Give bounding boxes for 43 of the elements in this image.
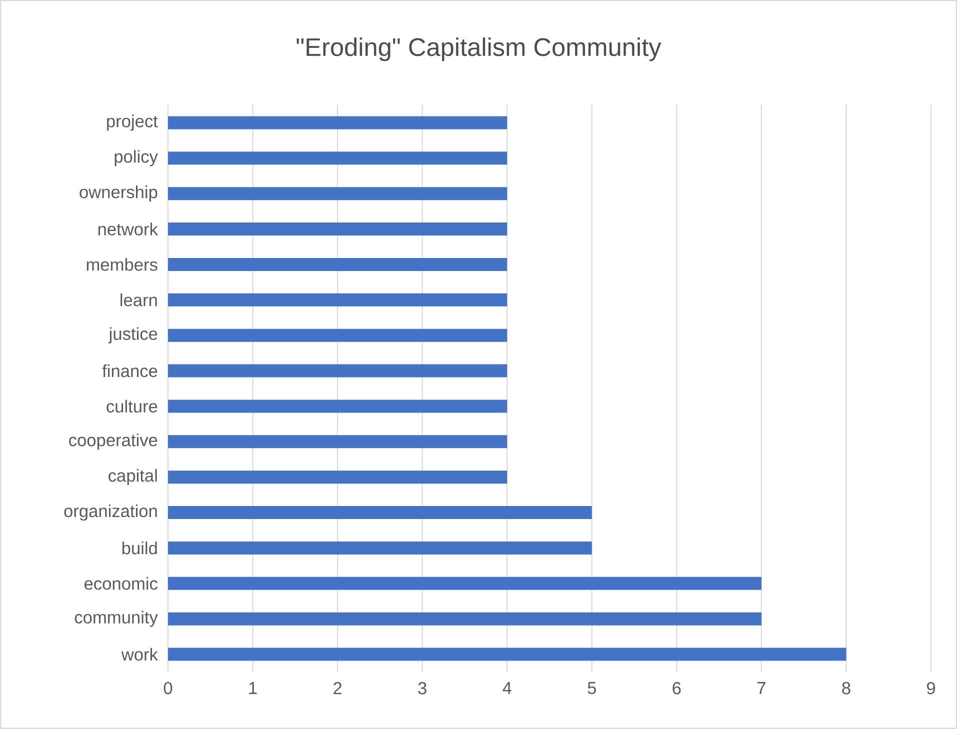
y-tick-label: culture: [106, 400, 158, 413]
bar: [168, 328, 508, 342]
y-tick-label: capital: [108, 469, 157, 486]
bar: [168, 222, 508, 236]
x-tick-label: 4: [502, 682, 512, 694]
bar: [168, 152, 508, 165]
y-tick-label: ownership: [80, 186, 158, 202]
y-tick-label: community: [74, 610, 158, 627]
y-tick-label: cooperative: [69, 434, 158, 450]
bar: [168, 435, 508, 448]
bar: [168, 187, 508, 200]
bar: [168, 364, 508, 378]
x-tick-label: 2: [334, 682, 342, 694]
bar: [168, 116, 508, 130]
bar: [168, 576, 762, 590]
y-tick-label: policy: [114, 150, 158, 166]
x-tick-label: 3: [418, 682, 426, 694]
bar: [168, 470, 508, 484]
x-tick-label: 7: [758, 682, 766, 694]
y-tick-label: work: [121, 648, 158, 661]
bar: [168, 293, 508, 306]
y-tick-label: members: [86, 258, 158, 271]
x-tick-label: 1: [249, 682, 257, 694]
x-tick-label: 0: [164, 682, 172, 694]
bar: [168, 541, 592, 554]
y-tick-label: organization: [64, 504, 157, 521]
y-tick-label: justice: [108, 327, 158, 344]
bar: [168, 612, 762, 626]
y-tick-label: project: [107, 114, 158, 131]
x-tick-label: 5: [588, 682, 596, 694]
chart-title: "Eroding" Capitalism Community: [296, 38, 662, 62]
y-tick-label: economic: [84, 577, 158, 590]
bar: [168, 506, 592, 520]
y-tick-label: network: [98, 222, 158, 236]
bar: [168, 400, 508, 413]
x-tick-label: 9: [926, 682, 935, 694]
y-tick-label: finance: [102, 364, 158, 378]
x-tick-label: 8: [842, 682, 850, 694]
x-tick-label: 6: [672, 682, 681, 694]
bar: [168, 258, 508, 271]
bar: [168, 648, 846, 661]
y-tick-label: build: [122, 542, 157, 554]
y-tick-label: learn: [120, 294, 157, 306]
